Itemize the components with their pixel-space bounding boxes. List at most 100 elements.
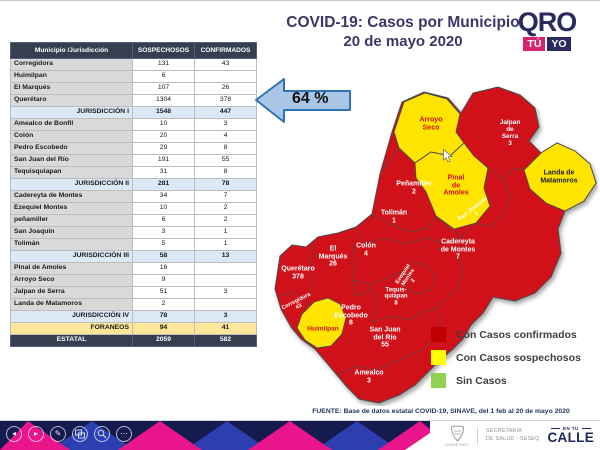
cell-sospechosos: 1304 [132, 94, 195, 107]
cell-municipio: San Joaquín [10, 226, 133, 239]
table-row: San Juan del Río 191 55 [10, 154, 257, 167]
cell-confirmados [194, 70, 257, 83]
slides-icon [75, 429, 85, 439]
logo-qro-text: QRO [517, 7, 578, 37]
shield-icon [450, 425, 464, 442]
title-line2: 20 de mayo 2020 [343, 33, 463, 51]
table-row: Tequisquiapan 31 8 [10, 166, 257, 179]
nocases-swatch-icon [431, 373, 446, 388]
foraneos-row: FORANEOS 94 41 [10, 322, 257, 335]
logo-tu-badge: TÚ [523, 37, 546, 51]
cell-municipio: Cadereyta de Montes [10, 190, 133, 203]
region-pinal-de-amoles [414, 142, 491, 230]
table-row: El Marqués 107 26 [10, 82, 257, 95]
cell-sospechosos: 281 [132, 178, 195, 191]
table-row: peñamiller 6 2 [10, 214, 257, 227]
cell-sospechosos: 131 [132, 58, 195, 71]
cell-municipio: Colón [10, 130, 133, 143]
slogan-main: CALLE [547, 430, 594, 446]
org-line2: DE SALUD - SESEQ [485, 435, 540, 442]
shield-caption: QUERÉTARO [445, 442, 469, 447]
cell-sospechosos: 3 [132, 226, 195, 239]
table-row: Pinal de Amoles 16 [10, 262, 257, 275]
cell-confirmados: 8 [194, 142, 257, 155]
slideshow-controls: ◂ ▸ ✎ ⋯ [6, 426, 132, 442]
cell-sospechosos: 51 [132, 286, 195, 299]
dash-left [550, 428, 560, 430]
cell-municipio: FORANEOS [10, 322, 133, 335]
col-header-municipio: Municipio /Jurisdicción [10, 42, 133, 59]
cell-confirmados: 13 [194, 250, 257, 263]
state-outline [274, 86, 597, 404]
cell-confirmados: 4 [194, 130, 257, 143]
bottom-banner: ◂ ▸ ✎ ⋯ [0, 420, 600, 450]
cell-confirmados: 378 [194, 94, 257, 107]
zigzag-pattern [0, 421, 430, 450]
cell-confirmados: 3 [194, 286, 257, 299]
cell-confirmados: 1 [194, 226, 257, 239]
cell-municipio: Jalpan de Serra [10, 286, 133, 299]
cell-municipio: Tolimán [10, 238, 133, 251]
legend-label: Con Casos confirmados [456, 328, 577, 341]
next-slide-button[interactable]: ▸ [28, 426, 44, 442]
secretaria-text: SECRETARÍA DE SALUD - SESEQ [486, 428, 540, 443]
cell-sospechosos: 58 [132, 250, 195, 263]
cell-confirmados: 8 [194, 166, 257, 179]
jurisdiction-row: JURISDICCIÓN II 281 78 [10, 178, 257, 191]
cell-municipio: Ezequiel Montes [10, 202, 133, 215]
table-row: Corregidora 131 43 [10, 58, 257, 71]
qro-tuyo-logo: QRO TÚ YO [505, 9, 589, 51]
cell-sospechosos: 94 [132, 322, 195, 335]
jurisdiction-row: JURISDICCIÓN III 58 13 [10, 250, 257, 263]
cell-municipio: Landa de Matamoros [10, 298, 133, 311]
cell-sospechosos: 78 [132, 310, 195, 323]
cell-sospechosos: 1548 [132, 106, 195, 119]
cell-confirmados: 55 [194, 154, 257, 167]
entucalle-logo: EN TU CALLE [548, 426, 595, 445]
cell-municipio: San Juan del Río [10, 154, 133, 167]
cell-sospechosos: 34 [132, 190, 195, 203]
cell-confirmados: 41 [194, 322, 257, 335]
cell-confirmados: 3 [194, 310, 257, 323]
legend-item: Sin Casos [431, 373, 581, 388]
cell-confirmados: 582 [194, 334, 257, 347]
percentage-callout: 64 % [254, 77, 352, 124]
table-row: Colón 20 4 [10, 130, 257, 143]
cell-confirmados: 26 [194, 82, 257, 95]
previous-slide-button[interactable]: ◂ [6, 426, 22, 442]
cell-municipio: JURISDICCIÓN II [10, 178, 133, 191]
cell-municipio: peñamiller [10, 214, 133, 227]
jurisdiction-row: JURISDICCIÓN IV 78 3 [10, 310, 257, 323]
cell-sospechosos: 31 [132, 166, 195, 179]
more-options-button[interactable]: ⋯ [116, 426, 132, 442]
prev-arrow-icon: ◂ [11, 429, 16, 438]
cell-confirmados: 447 [194, 106, 257, 119]
cell-sospechosos: 107 [132, 82, 195, 95]
table-row: Ezequiel Montes 10 2 [10, 202, 257, 215]
source-note: FUENTE: Base de datos estatal COVID-19, … [312, 408, 570, 415]
cell-confirmados: 43 [194, 58, 257, 71]
pen-tool-button[interactable]: ✎ [50, 426, 66, 442]
cell-sospechosos: 2 [132, 298, 195, 311]
ellipsis-icon: ⋯ [120, 429, 128, 438]
table-row: Amealco de Bonfil 10 3 [10, 118, 257, 131]
cell-sospechosos: 20 [132, 130, 195, 143]
zoom-button[interactable] [94, 426, 110, 442]
cell-sospechosos: 6 [132, 214, 195, 227]
cell-confirmados: 1 [194, 238, 257, 251]
col-header-confirmados: CONFIRMADOS [194, 42, 257, 59]
col-header-sospechosos: SOSPECHOSOS [132, 42, 195, 59]
page-title: COVID-19: Casos por Municipio 20 de mayo… [276, 13, 530, 52]
cell-municipio: Tequisquiapan [10, 166, 133, 179]
cell-municipio: JURISDICCIÓN IV [10, 310, 133, 323]
cell-confirmados: 7 [194, 190, 257, 203]
cell-sospechosos: 6 [132, 70, 195, 83]
legend-item: Con Casos confirmados [431, 327, 581, 342]
cell-municipio: Huimilpan [10, 70, 133, 83]
slide-overview-button[interactable] [72, 426, 88, 442]
table-row: Landa de Matamoros 2 [10, 298, 257, 311]
region-landa-de-matamoros [523, 142, 597, 212]
logo-yo-badge: YO [547, 37, 571, 51]
table-header-row: Municipio /Jurisdicción SOSPECHOSOS CONF… [10, 42, 257, 59]
cases-table: Municipio /Jurisdicción SOSPECHOSOS CONF… [10, 42, 257, 347]
